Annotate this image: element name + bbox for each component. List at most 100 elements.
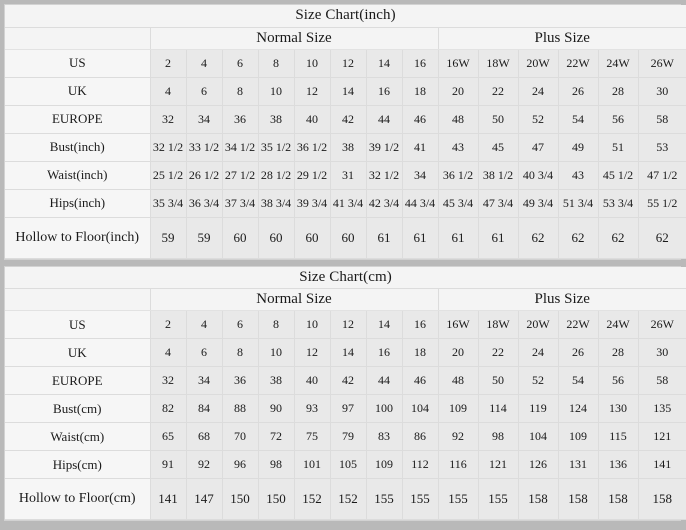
table-cell: 16W [437,310,479,339]
table-cell: 119 [517,394,559,423]
row-label: US [5,310,151,339]
table-cell: 8 [257,310,295,339]
table-cell: 55 1/2 [637,188,686,218]
table-cell: 62 [637,216,686,259]
table-cell: 100 [365,394,403,423]
table-cell: 26W [637,48,686,78]
table-cell: 16W [437,48,479,78]
group-header-row: Normal Size Plus Size [5,26,686,50]
table-cell: 38 3/4 [257,188,295,218]
table-cell: 16 [365,338,403,367]
table-row: Hips(inch) 35 3/4 36 3/4 37 3/4 38 3/4 39 3/4… [5,188,686,218]
table-cell: 47 [517,132,559,162]
table-cell: 38 1/2 [477,160,519,190]
table-cell: 135 [637,394,686,423]
table-cell: 32 [149,366,187,395]
table-cell: 6 [185,338,223,367]
table-cell: 26 [557,338,599,367]
group-header-plus-size: Plus Size [437,26,686,50]
table-cell: 43 [557,160,599,190]
table-cell: 62 [557,216,599,259]
table-cell: 98 [477,422,519,451]
table-cell: 136 [597,450,639,479]
table-cell: 36 3/4 [185,188,223,218]
table-cell: 25 1/2 [149,160,187,190]
table-cell: 42 [329,366,367,395]
table-cell: 40 [293,104,331,134]
table-cell: 42 3/4 [365,188,403,218]
table-cell: 34 [401,160,439,190]
table-row: EUROPE 32 34 36 38 40 42 44 46 48 50 52 54 56 58 [5,104,686,134]
table-cell: 38 [257,104,295,134]
table-cell: 20W [517,48,559,78]
table-cell: 35 3/4 [149,188,187,218]
table-cell: 14 [329,338,367,367]
table-cell: 39 1/2 [365,132,403,162]
table-cell: 93 [293,394,331,423]
table-cell: 12 [293,338,331,367]
table-cell: 41 3/4 [329,188,367,218]
table-cell: 152 [329,478,367,520]
table-cell: 16 [365,76,403,106]
table-cell: 44 3/4 [401,188,439,218]
table-row: UK 4 6 8 10 12 14 16 18 20 22 24 26 28 30 [5,338,686,367]
table-cell: 47 1/2 [637,160,686,190]
table-cell: 20 [437,76,479,106]
table-cell: 14 [365,48,403,78]
table-cell: 104 [401,394,439,423]
table-cell: 116 [437,450,479,479]
table-cell: 14 [329,76,367,106]
table-cell: 58 [637,104,686,134]
table-cell: 10 [257,338,295,367]
table-cell: 45 1/2 [597,160,639,190]
table-row: Waist(cm) 65 68 70 72 75 79 83 86 92 98 104 109 115 12… [5,422,686,451]
table-cell: 20 [437,338,479,367]
table-cell: 70 [221,422,259,451]
table-row: EUROPE 32 34 36 38 40 42 44 46 48 50 52 54 56 58 [5,366,686,395]
row-label: UK [5,338,151,367]
row-label: Bust(inch) [5,132,151,162]
table-cell: 91 [149,450,187,479]
table-row: UK 4 6 8 10 12 14 16 18 20 22 24 26 28 30 [5,76,686,106]
table-cell: 6 [185,76,223,106]
table-cell: 86 [401,422,439,451]
table-cell: 22W [557,310,599,339]
table-cell: 43 [437,132,479,162]
table-cell: 36 1/2 [293,132,331,162]
table-cell: 28 1/2 [257,160,295,190]
table-cell: 12 [329,310,367,339]
table-cell: 8 [257,48,295,78]
table-cell: 61 [437,216,479,259]
table-cell: 49 [557,132,599,162]
table-cell: 10 [293,310,331,339]
table-cell: 84 [185,394,223,423]
table-cell: 14 [365,310,403,339]
table-row: Waist(inch) 25 1/2 26 1/2 27 1/2 28 1/2 29 1/… [5,160,686,190]
table-cell: 10 [293,48,331,78]
row-label: Hollow to Floor(inch) [5,216,151,259]
table-cell: 18 [401,76,439,106]
table-cell: 38 [329,132,367,162]
table-cell: 90 [257,394,295,423]
table-cell: 10 [257,76,295,106]
table-row: US 2 4 6 8 10 12 14 16 16W 18W 20W 22W 24W 26W [5,310,686,339]
table-cell: 60 [329,216,367,259]
table-cell: 53 [637,132,686,162]
table-cell: 126 [517,450,559,479]
table-cell: 150 [257,478,295,520]
table-cell: 112 [401,450,439,479]
group-header-plus-size: Plus Size [437,288,686,311]
table-cell: 6 [221,310,259,339]
table-cell: 44 [365,366,403,395]
table-cell: 62 [597,216,639,259]
table-cell: 30 [637,76,686,106]
table-cell: 109 [557,422,599,451]
table-cell: 72 [257,422,295,451]
chart-title-row: Size Chart(inch) [5,5,686,28]
table-cell: 32 [149,104,187,134]
table-cell: 6 [221,48,259,78]
table-cell: 56 [597,104,639,134]
table-cell: 18 [401,338,439,367]
table-cell: 114 [477,394,519,423]
